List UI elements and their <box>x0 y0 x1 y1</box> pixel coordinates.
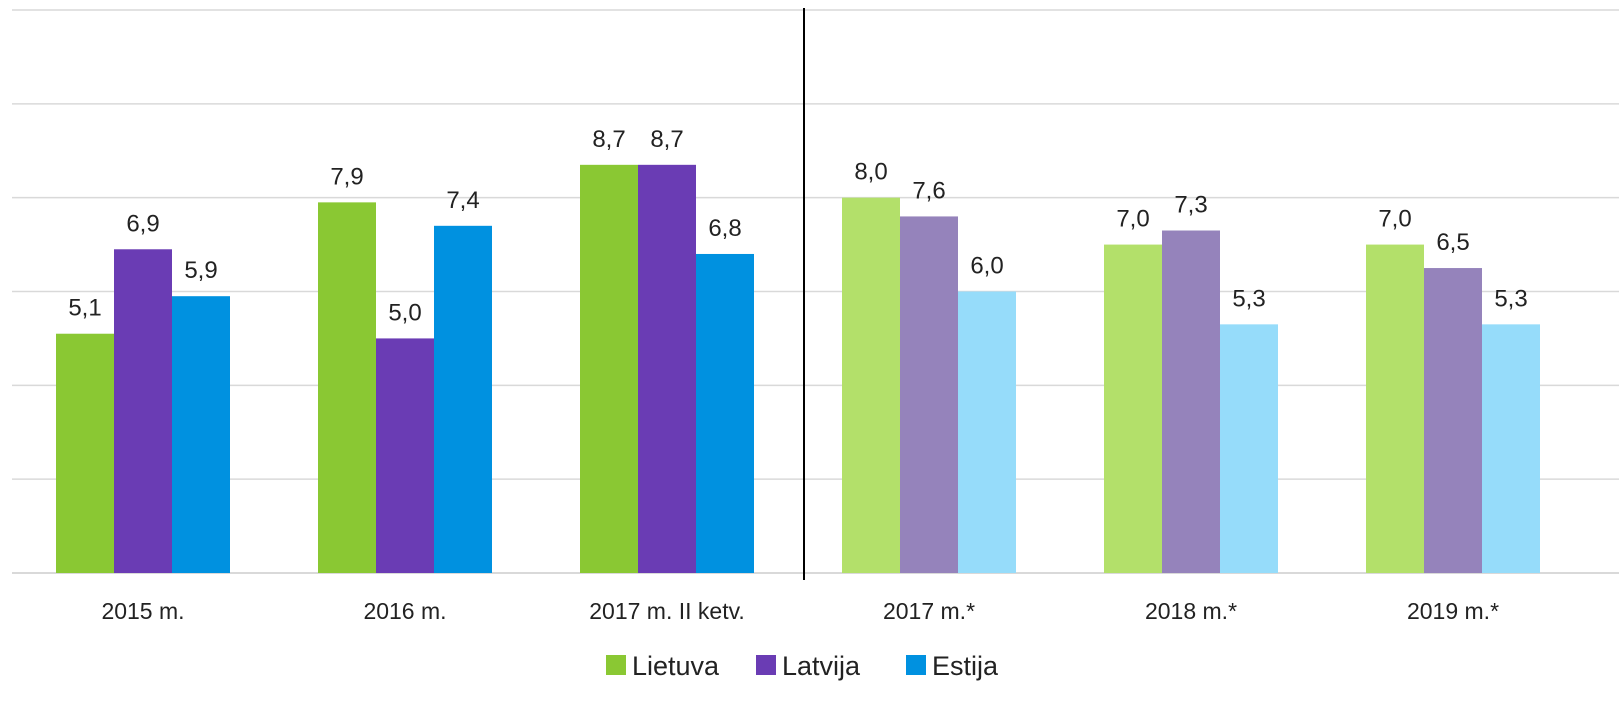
bar-lietuva <box>842 197 900 573</box>
value-label: 7,9 <box>330 163 363 190</box>
category-label: 2019 m.* <box>1407 598 1499 624</box>
value-label: 5,0 <box>388 299 421 326</box>
bars <box>56 164 1540 574</box>
value-label: 8,0 <box>854 159 887 186</box>
bar-estija <box>434 225 492 574</box>
legend-swatch-estija <box>906 655 926 675</box>
value-label: 5,3 <box>1232 285 1265 312</box>
bar-estija <box>1220 324 1278 573</box>
bar-latvija <box>900 216 958 573</box>
value-label: 8,7 <box>592 126 625 153</box>
value-labels: 5,1 6,9 5,9 7,9 5,0 7,4 8,7 8,7 6,8 8,0 7,6 6,0 7,0 7… <box>68 126 1527 327</box>
bar-lietuva <box>318 202 376 573</box>
value-label: 7,6 <box>912 177 945 204</box>
bar-lietuva <box>56 333 114 573</box>
bar-estija <box>1482 324 1540 573</box>
bar-latvija <box>1162 230 1220 573</box>
category-label: 2017 m.* <box>883 598 975 624</box>
grid-lines <box>12 9 1619 574</box>
value-label: 6,5 <box>1436 229 1469 256</box>
value-label: 8,7 <box>650 126 683 153</box>
value-label: 5,1 <box>68 295 101 322</box>
value-label: 6,0 <box>970 253 1003 280</box>
category-label: 2015 m. <box>101 598 184 624</box>
bar-latvija <box>114 249 172 573</box>
value-label: 7,3 <box>1174 192 1207 219</box>
legend-swatch-latvija <box>756 655 776 675</box>
legend-swatch-lietuva <box>606 655 626 675</box>
legend-label-lietuva: Lietuva <box>632 651 720 681</box>
legend-label-estija: Estija <box>932 651 999 681</box>
bar-estija <box>958 291 1016 573</box>
value-label: 7,4 <box>446 187 479 214</box>
value-label: 5,3 <box>1494 285 1527 312</box>
bar-latvija <box>638 164 696 573</box>
bar-estija <box>172 296 230 573</box>
value-label: 6,8 <box>708 215 741 242</box>
category-label: 2016 m. <box>363 598 446 624</box>
bar-estija <box>696 253 754 573</box>
value-label: 5,9 <box>184 257 217 284</box>
category-label: 2018 m.* <box>1145 598 1237 624</box>
value-label: 7,0 <box>1378 206 1411 233</box>
bar-lietuva <box>1104 244 1162 574</box>
value-label: 6,9 <box>126 210 159 237</box>
bar-lietuva <box>580 164 638 573</box>
bar-lietuva <box>1366 244 1424 574</box>
bar-latvija <box>376 338 434 573</box>
legend-label-latvija: Latvija <box>782 651 861 681</box>
bar-latvija <box>1424 268 1482 573</box>
category-label: 2017 m. II ketv. <box>589 598 745 624</box>
legend: Lietuva Latvija Estija <box>606 651 999 681</box>
category-labels: 2015 m. 2016 m. 2017 m. II ketv. 2017 m.* 20… <box>101 598 1499 624</box>
value-label: 7,0 <box>1116 206 1149 233</box>
